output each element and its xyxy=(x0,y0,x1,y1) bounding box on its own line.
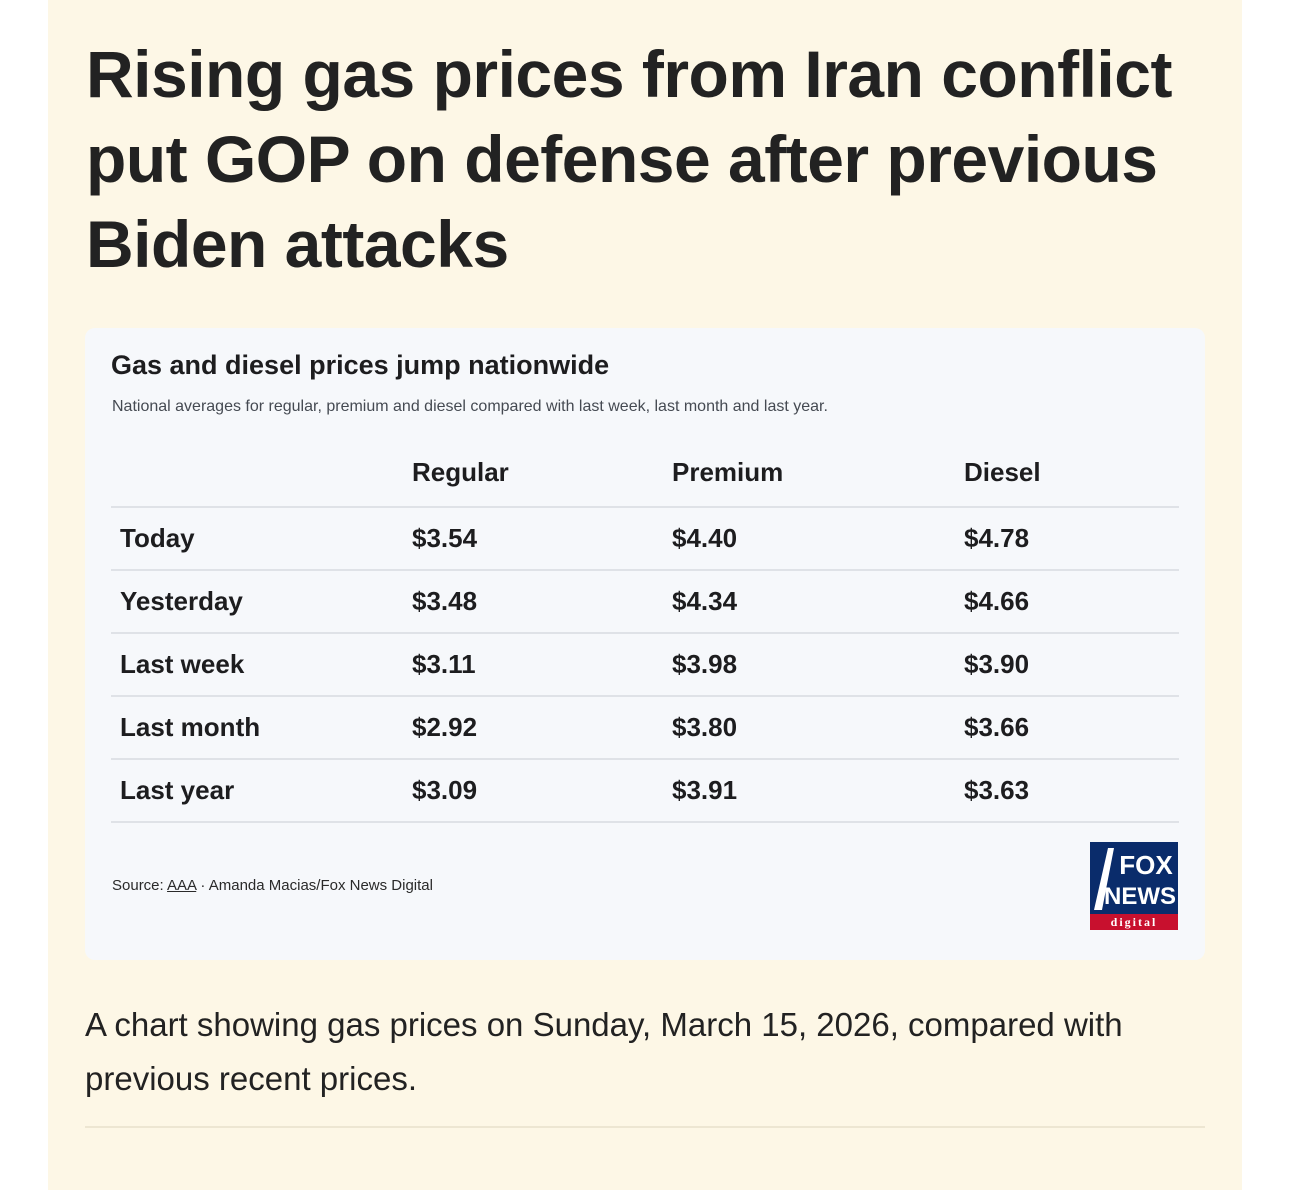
regular-price: $2.92 xyxy=(412,696,672,760)
image-caption: A chart showing gas prices on Sunday, Ma… xyxy=(85,1006,1123,1097)
premium-price: $4.40 xyxy=(672,507,964,571)
source-prefix: Source: xyxy=(112,877,168,894)
table-row: Today $3.54 $4.40 $4.78 xyxy=(111,507,1179,571)
row-label: Last month xyxy=(111,696,412,760)
row-label: Yesterday xyxy=(111,570,412,634)
premium-price: $3.98 xyxy=(672,633,964,697)
diesel-price: $3.66 xyxy=(964,696,1179,760)
headline: Rising gas prices from Iran conflict put… xyxy=(86,37,1172,281)
header-blank xyxy=(111,438,412,508)
divider xyxy=(85,1126,1205,1128)
fox-news-digital-logo: FOX NEWS digital xyxy=(1090,842,1178,930)
premium-price: $3.80 xyxy=(672,696,964,760)
regular-price: $3.09 xyxy=(412,759,672,823)
table-header-row: Regular Premium Diesel xyxy=(111,438,1179,508)
price-chart-card: Gas and diesel prices jump nationwide Na… xyxy=(85,328,1205,960)
table-row: Last year $3.09 $3.91 $3.63 xyxy=(111,759,1179,823)
row-label: Last year xyxy=(111,759,412,823)
regular-price: $3.54 xyxy=(412,507,672,571)
price-table: Regular Premium Diesel Today $3.54 $4.40… xyxy=(111,438,1179,823)
header-regular: Regular xyxy=(412,438,672,508)
premium-price: $3.91 xyxy=(672,759,964,823)
source-suffix: · Amanda Macias/Fox News Digital xyxy=(196,877,433,894)
logo-digital-text: digital xyxy=(1111,915,1158,929)
article-page: Rising gas prices from Iran conflict put… xyxy=(48,0,1242,1190)
table-row: Last month $2.92 $3.80 $3.66 xyxy=(111,696,1179,760)
regular-price: $3.11 xyxy=(412,633,672,697)
source-link-aaa[interactable]: AAA xyxy=(167,877,197,894)
row-label: Last week xyxy=(111,633,412,697)
header-premium: Premium xyxy=(672,438,964,508)
premium-price: $4.34 xyxy=(672,570,964,634)
diesel-price: $4.66 xyxy=(964,570,1179,634)
diesel-price: $4.78 xyxy=(964,507,1179,571)
diesel-price: $3.63 xyxy=(964,759,1179,823)
chart-subtitle: National averages for regular, premium a… xyxy=(112,398,828,415)
diesel-price: $3.90 xyxy=(964,633,1179,697)
chart-title: Gas and diesel prices jump nationwide xyxy=(111,350,610,380)
table-row: Last week $3.11 $3.98 $3.90 xyxy=(111,633,1179,697)
source-credit: Source: AAA · Amanda Macias/Fox News Dig… xyxy=(112,877,433,894)
header-diesel: Diesel xyxy=(964,438,1179,508)
table-row: Yesterday $3.48 $4.34 $4.66 xyxy=(111,570,1179,634)
logo-news-text: NEWS xyxy=(1104,883,1176,910)
logo-fox-text: FOX xyxy=(1119,850,1173,880)
row-label: Today xyxy=(111,507,412,571)
logo-slash-mark xyxy=(1094,848,1114,910)
regular-price: $3.48 xyxy=(412,570,672,634)
logo-red-band xyxy=(1090,914,1178,930)
